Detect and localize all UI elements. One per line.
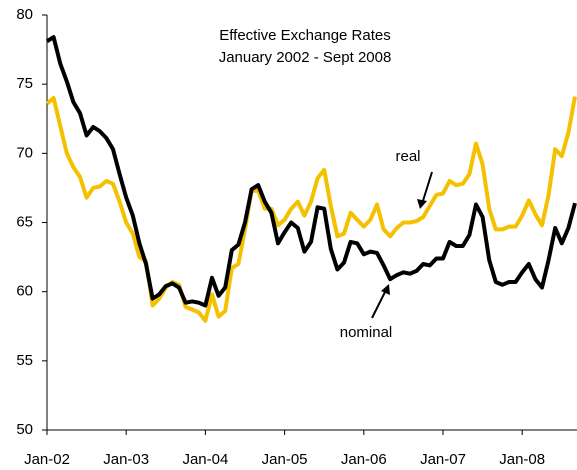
x-tick-label: Jan-07 — [420, 451, 466, 468]
series-line — [45, 35, 577, 308]
real-arrow — [421, 171, 433, 205]
nominal-arrowhead — [381, 284, 390, 295]
y-tick-label: 60 — [16, 283, 33, 300]
x-tick-label: Jan-06 — [341, 451, 387, 468]
nominal-label: nominal — [340, 324, 393, 341]
y-tick-label: 75 — [16, 75, 33, 92]
x-tick-label: Jan-03 — [103, 451, 149, 468]
series-line — [45, 96, 577, 323]
chart-subtitle: January 2002 - Sept 2008 — [219, 49, 392, 66]
y-tick-label: 65 — [16, 213, 33, 230]
y-tick-label: 50 — [16, 421, 33, 438]
y-tick-label: 80 — [16, 6, 33, 23]
x-tick-label: Jan-04 — [182, 451, 228, 468]
real-label: real — [395, 148, 420, 165]
y-tick-label: 55 — [16, 352, 33, 369]
chart-title: Effective Exchange Rates — [219, 27, 391, 44]
x-tick-label: Jan-05 — [262, 451, 308, 468]
real-arrowhead — [417, 199, 427, 209]
y-tick-label: 70 — [16, 144, 33, 161]
x-tick-label: Jan-08 — [499, 451, 545, 468]
x-tick-label: Jan-02 — [24, 451, 70, 468]
nominal-arrow — [371, 289, 387, 319]
